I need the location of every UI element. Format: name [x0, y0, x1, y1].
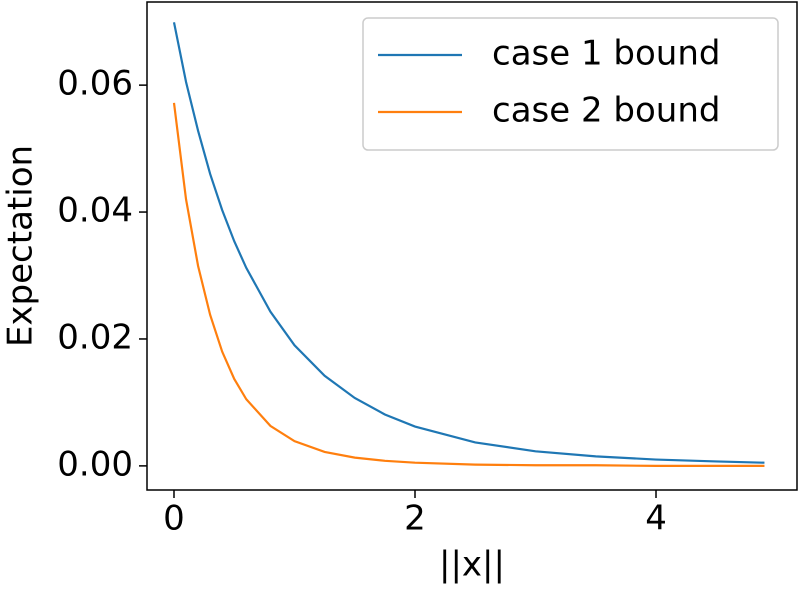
legend-box	[362, 17, 779, 151]
series-line	[172, 102, 765, 467]
series-line	[172, 22, 765, 464]
x-axis-label: ||x||	[439, 545, 505, 585]
x-tick-label: 2	[404, 499, 426, 539]
y-axis-label: Expectation	[1, 145, 41, 347]
y-tick-label: 0.02	[57, 317, 133, 357]
legend-label: case 2 bound	[492, 91, 720, 131]
y-tick-label: 0.00	[57, 444, 133, 484]
plot-frame	[146, 1, 798, 491]
x-tick-label: 4	[645, 499, 667, 539]
x-tick-label: 0	[163, 499, 185, 539]
y-tick-label: 0.06	[57, 64, 133, 104]
y-tick-label: 0.04	[57, 191, 133, 231]
legend-label: case 1 bound	[492, 34, 720, 74]
